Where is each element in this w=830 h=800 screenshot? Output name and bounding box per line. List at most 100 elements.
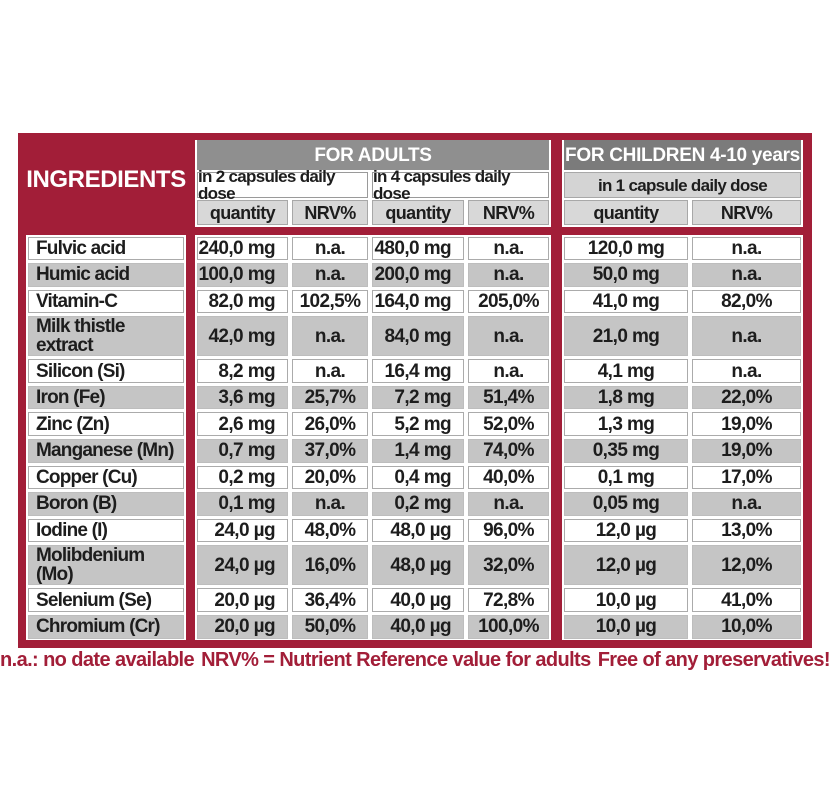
adults-2caps-nrv: 50,0% — [292, 614, 368, 639]
table-right-border — [803, 133, 812, 648]
adults-4caps-quantity: 48,0 µg — [372, 545, 464, 586]
children-quantity-header: quantity — [564, 200, 688, 225]
ingredient-name: Zinc (Zn) — [28, 412, 184, 436]
adults-4caps-quantity: 0,2 mg — [372, 492, 464, 516]
adults-2caps-quantity: 24,0 µg — [197, 545, 288, 586]
ingredient-name: Fulvic acid — [28, 236, 184, 261]
adults-4caps-quantity: 40,0 µg — [372, 614, 464, 639]
ingredient-name: Selenium (Se) — [28, 588, 184, 612]
adults-2caps-quantity: 20,0 µg — [197, 588, 288, 612]
footnote-preservatives: Free of any preservatives! — [597, 649, 830, 671]
adults-4caps-nrv: 52,0% — [468, 412, 549, 436]
adults-4caps-column-header: in 4 capsules daily dose — [372, 168, 549, 202]
adults-2caps-nrv: n.a. — [292, 359, 368, 383]
children-1cap-column-header: in 1 capsule daily dose — [564, 172, 801, 198]
ingredient-name: Molibdenium (Mo) — [28, 545, 184, 586]
table-top-border — [18, 133, 812, 140]
adults-2caps-quantity: 0,1 mg — [197, 492, 288, 516]
adults-4caps-quantity: 40,0 µg — [372, 588, 464, 612]
adults-2caps-nrv: 36,4% — [292, 588, 368, 612]
adults-4caps-quantity: 200,0 mg — [372, 263, 464, 287]
children-quantity: 0,05 mg — [564, 492, 688, 516]
children-quantity: 4,1 mg — [564, 359, 688, 383]
ingredient-name: Humic acid — [28, 263, 184, 287]
adults-2caps-quantity: 2,6 mg — [197, 412, 288, 436]
children-quantity: 10,0 µg — [564, 614, 688, 639]
ingredient-name: Vitamin-C — [28, 289, 184, 314]
adults-4caps-quantity: 1,4 mg — [372, 439, 464, 463]
adults-4caps-quantity: 84,0 mg — [372, 316, 464, 357]
ingredient-name: Iodine (I) — [28, 518, 184, 543]
adults-4caps-nrv: 32,0% — [468, 545, 549, 586]
adults-2caps-quantity: 0,2 mg — [197, 465, 288, 490]
adults-4caps-quantity: 164,0 mg — [372, 289, 464, 314]
adults-2caps-quantity: 42,0 mg — [197, 316, 288, 357]
adults-2caps-quantity: 240,0 mg — [197, 236, 288, 261]
adults-4caps-nrv: 72,8% — [468, 588, 549, 612]
children-quantity: 120,0 mg — [564, 236, 688, 261]
children-quantity: 0,35 mg — [564, 439, 688, 463]
adults-4caps-nrv: n.a. — [468, 359, 549, 383]
adults-4caps-quantity: 0,4 mg — [372, 465, 464, 490]
adults-2caps-nrv: 102,5% — [292, 289, 368, 314]
adults-2caps-quantity: 8,2 mg — [197, 359, 288, 383]
adults-2caps-quantity: 24,0 µg — [197, 518, 288, 543]
children-nrv: 41,0% — [692, 588, 801, 612]
adults-4caps-nrv: n.a. — [468, 236, 549, 261]
children-nrv: n.a. — [692, 263, 801, 287]
children-section-header: FOR CHILDREN 4-10 years — [564, 140, 801, 170]
adults-2caps-nrv: 37,0% — [292, 439, 368, 463]
children-quantity: 0,1 mg — [564, 465, 688, 490]
adults-2caps-quantity: 0,7 mg — [197, 439, 288, 463]
ingredient-name: Boron (B) — [28, 492, 184, 516]
adults-section-header: FOR ADULTS — [197, 140, 549, 170]
children-nrv: 12,0% — [692, 545, 801, 586]
children-quantity: 41,0 mg — [564, 289, 688, 314]
children-nrv: 17,0% — [692, 465, 801, 490]
children-nrv: 13,0% — [692, 518, 801, 543]
ingredient-name: Milk thistle extract — [28, 316, 184, 357]
adults-2caps-nrv: n.a. — [292, 492, 368, 516]
adults-2caps-quantity: 3,6 mg — [197, 385, 288, 410]
children-quantity: 1,8 mg — [564, 385, 688, 410]
adults-4caps-nrv: 51,4% — [468, 385, 549, 410]
adults-4caps-quantity: 16,4 mg — [372, 359, 464, 383]
adults-2caps-nrv: 20,0% — [292, 465, 368, 490]
adults-4caps-nrv: 40,0% — [468, 465, 549, 490]
divider-ingredients-adults — [186, 133, 195, 648]
footnote-nrv: NRV% = Nutrient Reference value for adul… — [201, 649, 591, 671]
children-nrv: n.a. — [692, 316, 801, 357]
children-nrv: 82,0% — [692, 289, 801, 314]
divider-adults-children — [551, 133, 562, 648]
adults-4caps-nrv: n.a. — [468, 316, 549, 357]
adults-4caps-quantity: 5,2 mg — [372, 412, 464, 436]
adults-4caps-nrv: 74,0% — [468, 439, 549, 463]
table-left-border — [18, 133, 26, 648]
table-bottom-border — [18, 640, 812, 648]
adults-2caps-nrv: n.a. — [292, 316, 368, 357]
ingredients-table: INGREDIENTS FOR ADULTS FOR CHILDREN 4-10… — [18, 133, 812, 648]
ingredient-name: Chromium (Cr) — [28, 614, 184, 639]
children-quantity: 12,0 µg — [564, 518, 688, 543]
footnotes: n.a.: no date available NRV% = Nutrient … — [0, 649, 830, 672]
children-nrv: 22,0% — [692, 385, 801, 410]
footnote-na: n.a.: no date available — [0, 649, 195, 671]
adults-4caps-nrv: 100,0% — [468, 614, 549, 639]
adults-2caps-nrv: 48,0% — [292, 518, 368, 543]
adults-2caps-nrv: 26,0% — [292, 412, 368, 436]
adults-2caps-quantity: 82,0 mg — [197, 289, 288, 314]
ingredient-name: Silicon (Si) — [28, 359, 184, 383]
adults-2caps-nrv-header: NRV% — [292, 200, 368, 225]
ingredient-name: Iron (Fe) — [28, 385, 184, 410]
adults-2caps-nrv: n.a. — [292, 236, 368, 261]
children-nrv: n.a. — [692, 492, 801, 516]
adults-4caps-nrv: 96,0% — [468, 518, 549, 543]
adults-2caps-quantity: 20,0 µg — [197, 614, 288, 639]
adults-4caps-quantity: 480,0 mg — [372, 236, 464, 261]
adults-4caps-nrv: 205,0% — [468, 289, 549, 314]
divider-header-body — [18, 227, 812, 235]
ingredient-name: Manganese (Mn) — [28, 439, 184, 463]
children-nrv: n.a. — [692, 359, 801, 383]
children-quantity: 12,0 µg — [564, 545, 688, 586]
